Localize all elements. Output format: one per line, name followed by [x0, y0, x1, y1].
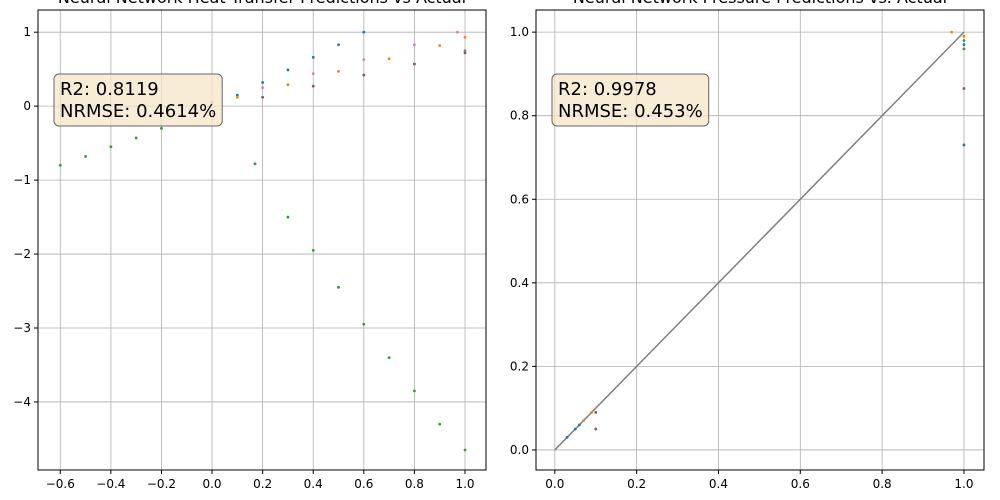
y-tick-label: −3	[13, 321, 31, 335]
x-tick-label: 0.4	[304, 477, 323, 491]
scatter-point	[590, 410, 594, 414]
x-tick-label: −0.6	[46, 477, 75, 491]
scatter-point	[573, 427, 577, 431]
scatter-point	[387, 356, 391, 359]
chart-title: Neural Network Heat Transfer Predictions…	[58, 0, 466, 7]
scatter-point	[261, 81, 265, 84]
y-tick-label: −2	[13, 247, 31, 261]
scatter-point	[337, 285, 340, 289]
annotation-text: R2: 0.9978	[558, 79, 657, 100]
scatter-point	[362, 58, 366, 61]
scatter-point	[438, 44, 442, 47]
annotation-box	[53, 73, 223, 127]
axes-frame	[37, 9, 487, 471]
y-tick-label: 1.0	[510, 25, 529, 39]
x-tick-label: −0.4	[96, 477, 125, 491]
subplot: −0.6 −0.4 −0.2 0.0 0.2 0.4 0.6 0.8 1.0 −4 −3 −2 −1 0 1…	[13, 0, 487, 491]
scatter-point	[456, 30, 459, 34]
annotation-text: R2: 0.8119	[60, 79, 159, 100]
x-tick-label: 0.4	[709, 477, 728, 491]
scatter-point	[413, 62, 416, 66]
x-tick-label: 0.8	[873, 477, 892, 491]
scatter-point	[311, 84, 315, 88]
x-tick-label: 1.0	[954, 477, 973, 491]
scatter-point	[463, 51, 467, 55]
scatter-point	[463, 35, 467, 39]
y-tick-label: 1	[23, 25, 31, 39]
x-tick-label: 0.0	[545, 477, 564, 491]
scatter-point	[463, 49, 467, 53]
x-tick-label: 0.6	[354, 477, 373, 491]
scatter-point	[235, 93, 239, 97]
scatter-point	[311, 72, 315, 76]
scatter-point	[594, 427, 598, 431]
scatter-point	[286, 68, 290, 72]
scatter-point	[311, 55, 315, 59]
subplot: 0.0 0.2 0.4 0.6 0.8 1.0 0.0 0.2 0.4 0.6 0.8 1.0 Neur…	[510, 0, 985, 491]
annotation-text: NRMSE: 0.4614%	[60, 101, 216, 122]
scatter-point	[134, 136, 138, 140]
scatter-point	[438, 422, 442, 426]
scatter-point	[463, 448, 467, 452]
y-tick-label: −4	[13, 395, 31, 409]
scatter-point	[337, 43, 340, 47]
y-tick-label: 0.8	[510, 109, 529, 123]
scatter-point	[962, 39, 966, 42]
y-tick-label: 0.4	[510, 276, 529, 290]
x-tick-label: 0.2	[627, 477, 646, 491]
x-tick-label: −0.2	[147, 477, 176, 491]
scatter-point	[286, 83, 290, 87]
scatter-point	[387, 57, 391, 61]
y-tick-label: −1	[13, 173, 31, 187]
scatter-point	[962, 87, 966, 90]
y-tick-label: 0	[23, 99, 31, 113]
x-tick-label: 1.0	[455, 477, 474, 491]
scatter-point	[337, 69, 340, 73]
scatter-point	[286, 215, 290, 219]
scatter-point	[84, 155, 87, 158]
scatter-point	[962, 34, 966, 38]
scatter-point	[413, 43, 416, 47]
scatter-point	[962, 47, 966, 51]
scatter-point	[235, 95, 239, 99]
scatter-point	[962, 143, 966, 147]
identity-line	[554, 31, 965, 451]
scatter-point	[253, 162, 257, 166]
scatter-point	[160, 126, 163, 130]
axes-frame	[535, 9, 985, 471]
scatter-point	[577, 423, 581, 427]
chart-title: Neural Network Pressure Predictions vs. …	[573, 0, 947, 7]
scatter-point	[362, 322, 366, 326]
scatter-point	[565, 436, 569, 439]
y-tick-label: 0.6	[510, 192, 529, 206]
y-tick-label: 0.2	[510, 359, 529, 373]
scatter-point	[582, 419, 585, 423]
scatter-point	[58, 163, 62, 167]
scatter-point	[362, 30, 366, 34]
scatter-point	[594, 410, 598, 414]
x-tick-label: 0.0	[202, 477, 221, 491]
scatter-point	[311, 248, 315, 252]
annotation-box	[551, 73, 710, 127]
scatter-point	[261, 95, 265, 99]
scatter-point	[109, 145, 113, 149]
x-tick-label: 0.6	[791, 477, 810, 491]
x-tick-label: 0.2	[253, 477, 272, 491]
scatter-point	[950, 30, 954, 34]
annotation-text: NRMSE: 0.453%	[558, 101, 703, 122]
scatter-point	[362, 73, 366, 77]
scatter-point	[413, 389, 416, 393]
x-tick-label: 0.8	[405, 477, 424, 491]
scatter-point	[962, 43, 966, 47]
scatter-point	[261, 86, 265, 90]
y-tick-label: 0.0	[510, 443, 529, 457]
